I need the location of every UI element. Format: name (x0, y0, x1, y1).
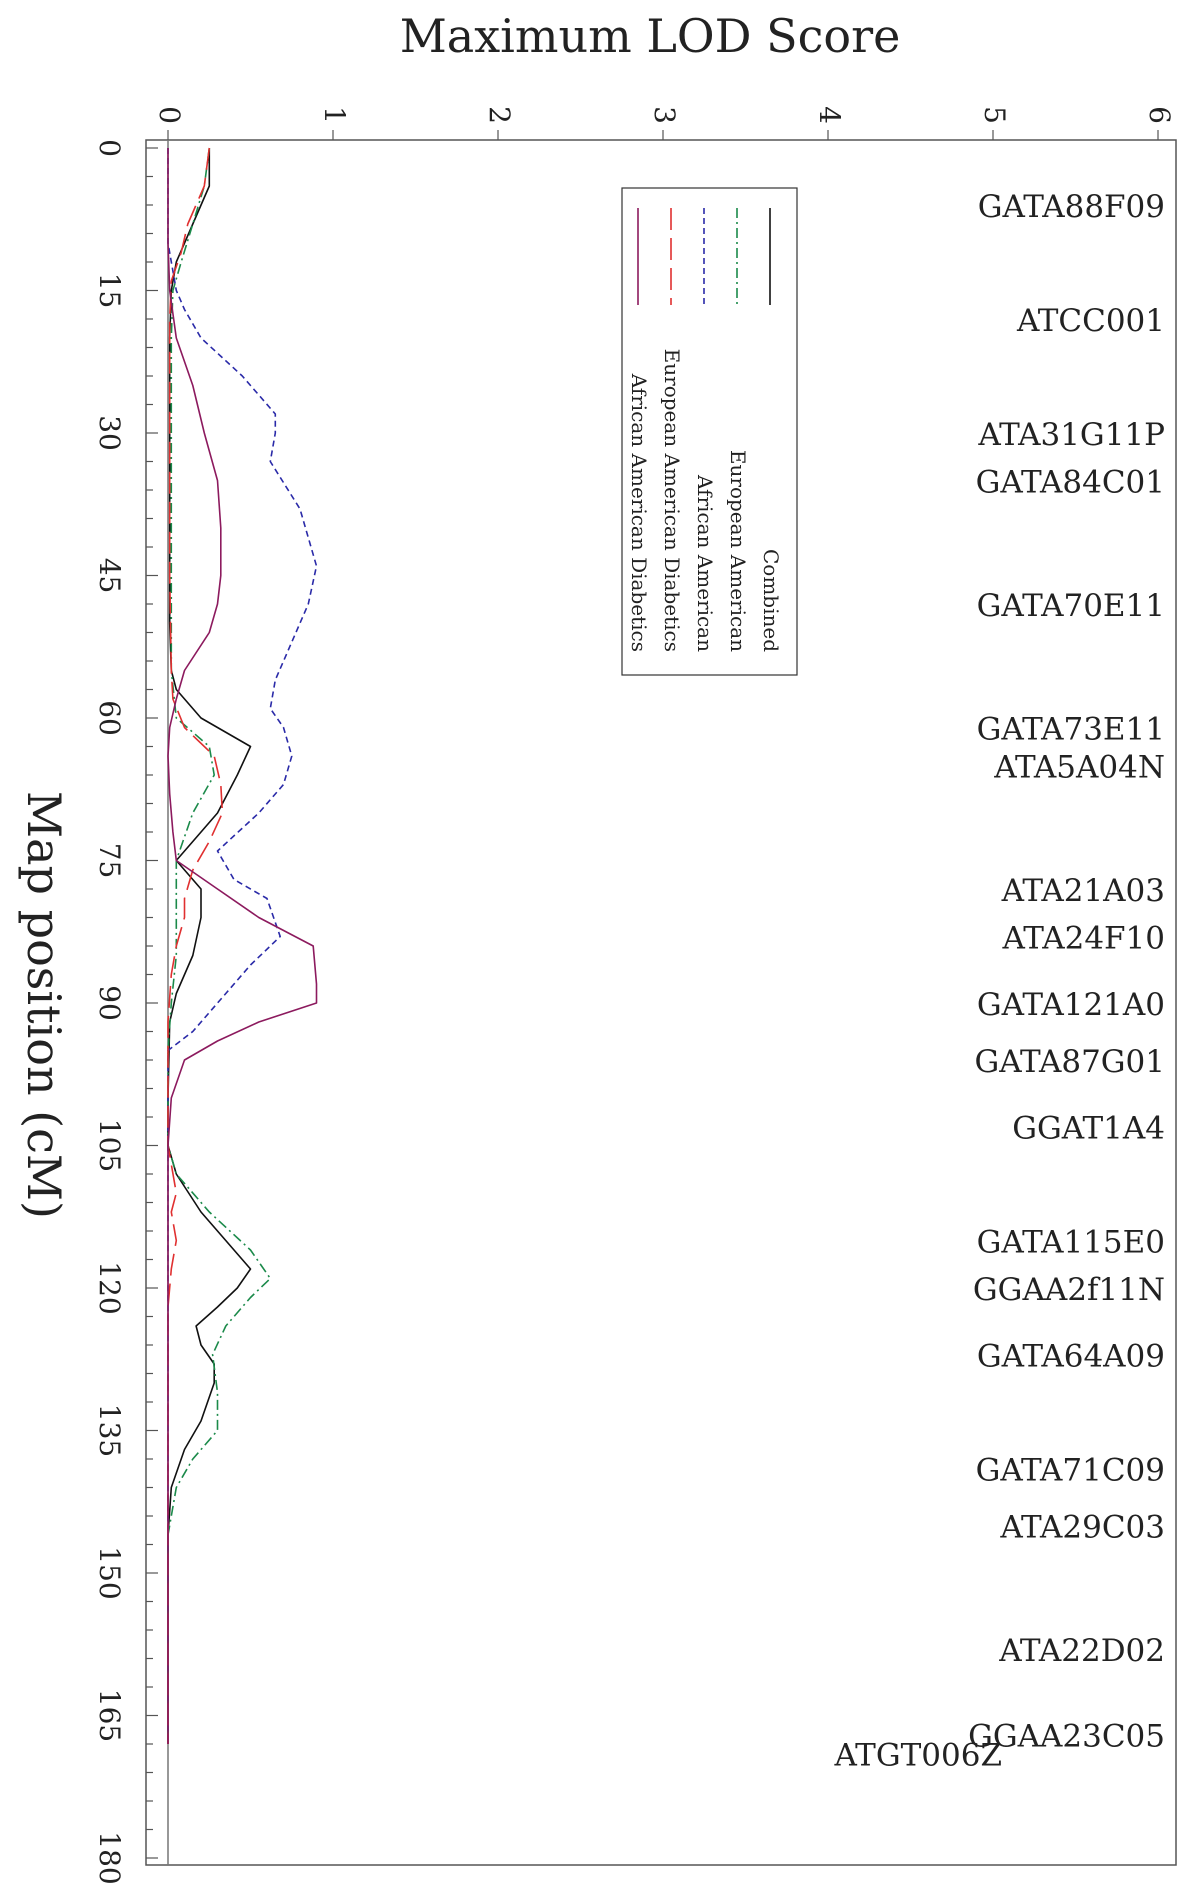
x-axis-label: Map position (cM) (17, 791, 71, 1219)
position-tick-label: 165 (93, 1689, 126, 1742)
legend-label: African American Diabetics (627, 373, 651, 652)
marker-label: GATA64A09 (977, 1339, 1165, 1375)
legend-box (621, 187, 798, 676)
marker-label: GATA84C01 (976, 465, 1165, 501)
lod-tick-label: 6 (1143, 106, 1176, 124)
position-tick-label: 45 (93, 558, 126, 594)
marker-label: GATA71C09 (976, 1453, 1165, 1489)
marker-label: GGAA23C05 (968, 1719, 1165, 1755)
chart-title: Maximum LOD Score (400, 9, 901, 63)
marker-label: ATA29C03 (999, 1510, 1165, 1546)
lod-tick-label: 1 (318, 106, 351, 124)
marker-label: GATA70E11 (977, 588, 1165, 624)
marker-label: ATA24F10 (1002, 921, 1165, 957)
marker-label: ATA21A03 (1001, 873, 1165, 909)
position-tick-labels: 0 15 30 45 60 75 90 105 120 135 150 165 180 (93, 139, 126, 1885)
marker-label: ATA22D02 (998, 1633, 1165, 1669)
position-tick-label: 90 (93, 985, 126, 1021)
marker-label: GATA121A0 (977, 987, 1165, 1023)
position-tick-label: 60 (93, 700, 126, 736)
legend-label: European American Diabetics (660, 349, 684, 652)
legend-label: European American (726, 450, 750, 652)
position-tick-label: 105 (93, 1119, 126, 1172)
marker-labels: GATA88F09 ATCC001 ATA31G11P GATA84C01 GATA70… (833, 189, 1165, 1774)
marker-label: GGAT1A4 (1012, 1111, 1165, 1147)
position-tick-label: 135 (93, 1404, 126, 1457)
marker-label: ATA5A04N (993, 750, 1165, 786)
marker-label: GATA87G01 (975, 1044, 1165, 1080)
legend-label: African American (693, 474, 717, 652)
marker-label: ATA31G11P (977, 417, 1165, 453)
position-tick-label: 30 (93, 415, 126, 451)
series-line-african-american (167, 148, 318, 1744)
lod-tick-label: 2 (483, 106, 516, 124)
marker-label: GATA73E11 (977, 712, 1165, 748)
marker-label: ATGT006Z (833, 1738, 1002, 1774)
tick-marks (146, 130, 1159, 1859)
marker-label: GATA88F09 (978, 189, 1165, 225)
legend-label: Combined (759, 549, 783, 652)
position-tick-label: 15 (93, 273, 126, 309)
lod-tick-label: 5 (978, 106, 1011, 124)
marker-label: GGAA2f11N (973, 1272, 1165, 1308)
position-tick-label: 75 (93, 843, 126, 879)
marker-label: GATA115E0 (977, 1225, 1165, 1261)
position-tick-label: 120 (93, 1261, 126, 1314)
position-tick-label: 150 (93, 1546, 126, 1599)
position-tick-label: 0 (93, 139, 126, 157)
series-line-european-american-diabetics (167, 147, 224, 1744)
series-line-european-american (167, 147, 272, 1744)
lod-tick-labels: 0 1 2 3 4 5 6 (153, 106, 1176, 124)
series-line-combined (167, 148, 252, 1744)
lod-tick-label: 3 (648, 106, 681, 124)
series-lines (167, 147, 318, 1744)
lod-tick-label: 4 (813, 106, 846, 124)
legend: Combined European American African America… (621, 187, 798, 676)
series-line-african-american-diabetics (167, 148, 318, 1744)
lod-tick-label: 0 (153, 106, 186, 124)
marker-label: ATCC001 (1016, 303, 1165, 339)
position-tick-label: 180 (93, 1831, 126, 1884)
